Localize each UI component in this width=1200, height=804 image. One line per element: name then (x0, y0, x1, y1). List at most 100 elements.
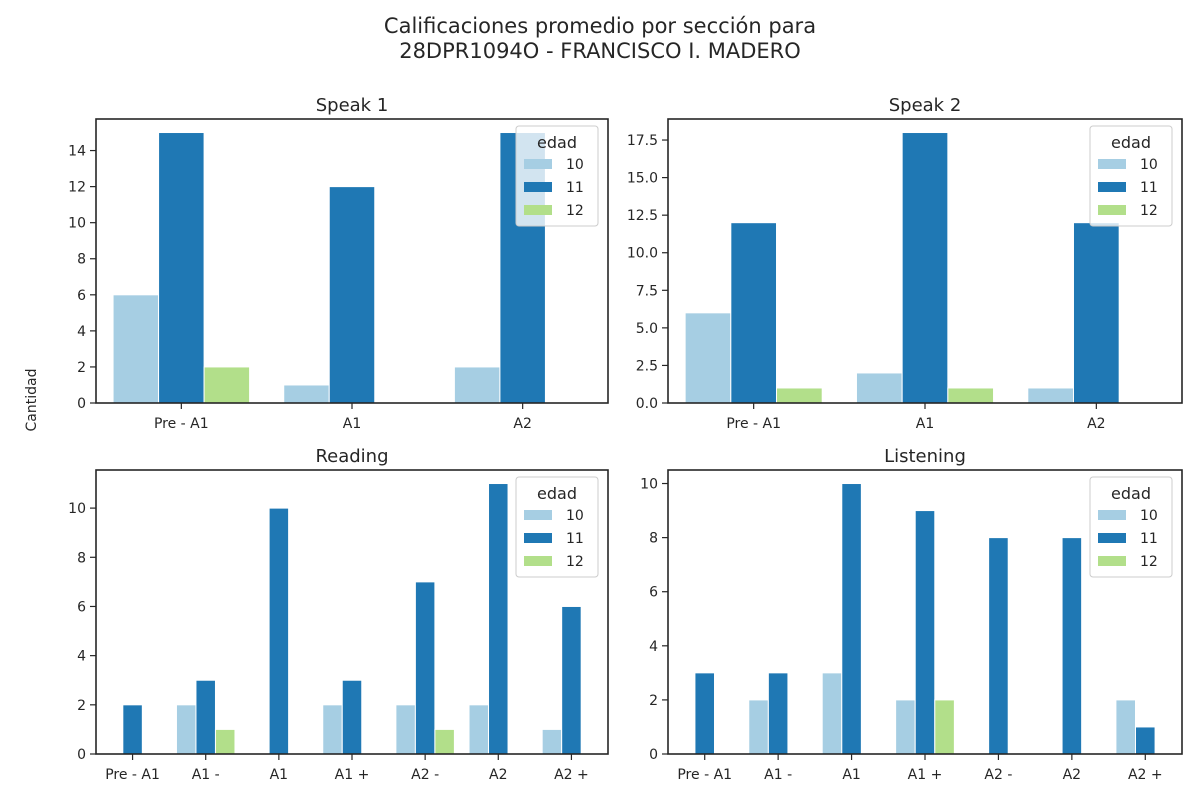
legend-swatch-10 (524, 510, 552, 520)
x-tick-label: A1 - (764, 767, 792, 783)
y-tick-label: 10 (640, 477, 658, 493)
legend-box (1089, 476, 1173, 578)
x-tick-label: A2 + (554, 767, 589, 783)
legend-swatch-10 (1098, 510, 1126, 520)
y-tick-label: 7.5 (636, 283, 658, 299)
x-tick-label: A1 (343, 416, 361, 432)
y-tick-label: 12.5 (627, 208, 658, 224)
legend: edad 10 11 12 (515, 125, 599, 227)
legend-title: edad (1111, 484, 1151, 503)
bar-pre-a1-edad-11 (122, 704, 143, 755)
legend-label-10: 10 (1140, 157, 1158, 173)
x-tick-label: Pre - A1 (154, 416, 209, 432)
legend-swatch-12 (1098, 556, 1126, 566)
x-tick-label: A1 - (192, 767, 220, 783)
legend-title: edad (1111, 133, 1151, 152)
legend-swatch-11 (1098, 533, 1126, 543)
legend-label-12: 12 (566, 554, 584, 570)
bar-a1-edad-10 (895, 699, 916, 755)
figure-title: Calificaciones promedio por sección para… (0, 14, 1200, 64)
x-tick-label: Pre - A1 (726, 416, 781, 432)
bar-a1-edad-10 (322, 704, 343, 755)
chart-reading: Reading 0 2 4 6 8 10 Pre - A1 A1 - A1 A1 + A2 - A2 A2… (68, 446, 609, 783)
bar-a1-edad-11 (328, 186, 376, 404)
x-tick-label: A2 (489, 767, 507, 783)
bar-a1-edad-11 (901, 132, 949, 404)
legend-box (515, 125, 599, 227)
legend-box (515, 476, 599, 578)
bar-pre-a1-edad-11 (730, 222, 778, 404)
legend-label-10: 10 (1140, 508, 1158, 524)
bar-pre-a1-edad-10 (112, 294, 160, 404)
y-tick-label: 0.0 (636, 396, 658, 412)
x-tick-label: A2 (1087, 416, 1105, 432)
chart-speak-1: Speak 1 0 2 4 6 8 10 12 14 Pre - A1 A1 A2 edad 10 11 12 (68, 95, 609, 432)
plot-frame (95, 118, 609, 404)
y-tick-label: 0 (77, 396, 86, 412)
bar-a1-edad-10 (175, 704, 197, 755)
bar-a2-edad-10 (468, 704, 490, 755)
x-tick-label: A2 - (984, 767, 1012, 783)
y-tick-label: 2 (649, 693, 658, 709)
bar-a1-edad-10 (855, 372, 903, 404)
figure-title-line-2: 28DPR1094O - FRANCISCO I. MADERO (399, 39, 801, 63)
bar-pre-a1-edad-11 (694, 672, 716, 755)
bar-a2-edad-10 (395, 704, 416, 755)
chart-title: Listening (884, 446, 966, 467)
legend: edad 10 11 12 (1089, 476, 1173, 578)
bar-a1-edad-11 (914, 510, 936, 755)
bar-a2-edad-11 (1134, 726, 1156, 755)
figure-title-line-1: Calificaciones promedio por sección para (383, 14, 817, 38)
plot-frame (667, 118, 1183, 404)
y-tick-label: 8 (77, 550, 86, 566)
y-tick-label: 4 (77, 324, 86, 340)
bar-a1-edad-10 (821, 672, 843, 755)
bar-a1-edad-10 (283, 384, 330, 404)
bar-a2-edad-11 (414, 581, 436, 755)
chart-title: Speak 2 (889, 95, 962, 116)
legend-label-12: 12 (566, 203, 584, 219)
bar-a2-edad-11 (988, 537, 1009, 755)
legend-label-11: 11 (1140, 180, 1158, 196)
bar-pre-a1-edad-11 (158, 132, 205, 404)
legend-label-10: 10 (566, 508, 584, 524)
legend-box (1089, 125, 1173, 227)
bar-a2-edad-11 (1061, 537, 1083, 755)
legend-swatch-12 (524, 205, 552, 215)
chart-title: Reading (315, 446, 388, 467)
y-tick-label: 17.5 (627, 133, 658, 149)
y-tick-label: 15.0 (627, 171, 658, 187)
y-axis-label: Cantidad (24, 368, 40, 432)
x-tick-label: A1 (270, 767, 288, 783)
y-tick-label: 6 (77, 288, 86, 304)
y-tick-label: 0 (77, 747, 86, 763)
x-tick-label: Pre - A1 (105, 767, 160, 783)
x-tick-label: A1 + (335, 767, 370, 783)
y-tick-label: 10 (68, 501, 86, 517)
y-tick-label: 4 (77, 649, 86, 665)
x-tick-label: A2 - (411, 767, 439, 783)
bar-a2-edad-10 (453, 366, 501, 404)
bar-a1-edad-11 (195, 679, 216, 755)
legend-title: edad (537, 133, 577, 152)
chart-speak-2: Speak 2 0.0 2.5 5.0 7.5 10.0 12.5 15.0 17.5 Pre -… (627, 95, 1183, 432)
legend: edad 10 11 12 (515, 476, 599, 578)
y-tick-label: 10.0 (627, 246, 658, 262)
y-tick-label: 4 (649, 639, 658, 655)
legend-swatch-11 (524, 182, 552, 192)
legend-swatch-12 (1098, 205, 1126, 215)
bar-a1-edad-12 (934, 699, 955, 755)
bar-a2-edad-12 (434, 728, 455, 755)
y-tick-label: 2 (77, 360, 86, 376)
bar-a1-edad-11 (767, 672, 789, 755)
bar-pre-a1-edad-12 (776, 387, 823, 404)
y-tick-label: 14 (68, 144, 86, 160)
legend-swatch-10 (1098, 159, 1126, 169)
bar-a2-edad-10 (1027, 387, 1074, 404)
y-tick-label: 6 (77, 599, 86, 615)
legend-label-12: 12 (1140, 554, 1158, 570)
x-tick-label: A2 (1063, 767, 1081, 783)
bar-a2-edad-11 (488, 483, 509, 755)
y-tick-label: 0 (649, 747, 658, 763)
